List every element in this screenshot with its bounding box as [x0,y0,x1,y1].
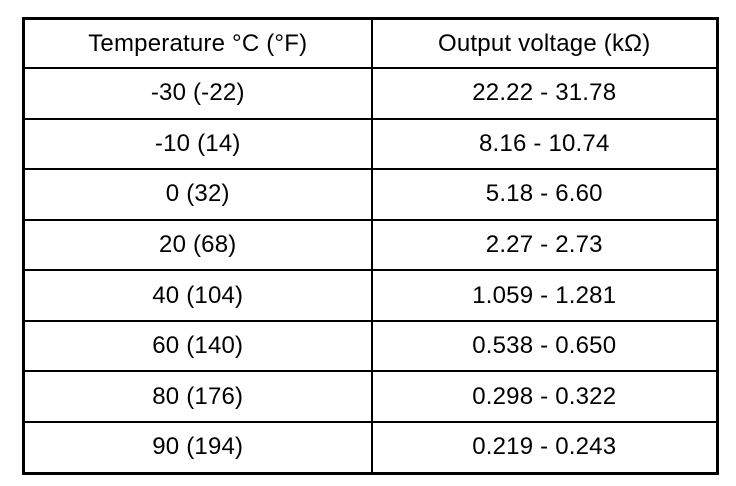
table-row: -10 (14) 8.16 - 10.74 [22,117,719,171]
output-voltage-cell: 0.538 - 0.650 [370,319,719,373]
temperature-cell: 60 (140) [22,319,373,373]
table-row: 20 (68) 2.27 - 2.73 [22,218,719,272]
output-voltage-cell: 22.22 - 31.78 [370,67,719,120]
header-output-voltage: Output voltage (kΩ) [370,17,719,69]
temperature-voltage-table: Temperature °C (°F) Output voltage (kΩ) … [22,17,719,475]
temperature-cell: 80 (176) [22,370,373,423]
temperature-cell: 0 (32) [22,168,373,221]
temperature-cell: -10 (14) [22,117,373,171]
output-voltage-cell: 1.059 - 1.281 [370,269,719,322]
output-voltage-cell: 0.219 - 0.243 [370,420,719,475]
output-voltage-cell: 8.16 - 10.74 [370,117,719,171]
table-row: 0 (32) 5.18 - 6.60 [22,168,719,221]
table-row: 40 (104) 1.059 - 1.281 [22,269,719,322]
table-row: 60 (140) 0.538 - 0.650 [22,319,719,373]
temperature-cell: 40 (104) [22,269,373,322]
table-row: -30 (-22) 22.22 - 31.78 [22,67,719,120]
temperature-cell: 90 (194) [22,420,373,475]
output-voltage-cell: 5.18 - 6.60 [370,168,719,221]
output-voltage-cell: 0.298 - 0.322 [370,370,719,423]
header-temperature: Temperature °C (°F) [22,17,373,69]
table-row: 80 (176) 0.298 - 0.322 [22,370,719,423]
temperature-cell: -30 (-22) [22,67,373,120]
table-header-row: Temperature °C (°F) Output voltage (kΩ) [22,17,719,69]
temperature-cell: 20 (68) [22,218,373,272]
table-row: 90 (194) 0.219 - 0.243 [22,420,719,475]
output-voltage-cell: 2.27 - 2.73 [370,218,719,272]
